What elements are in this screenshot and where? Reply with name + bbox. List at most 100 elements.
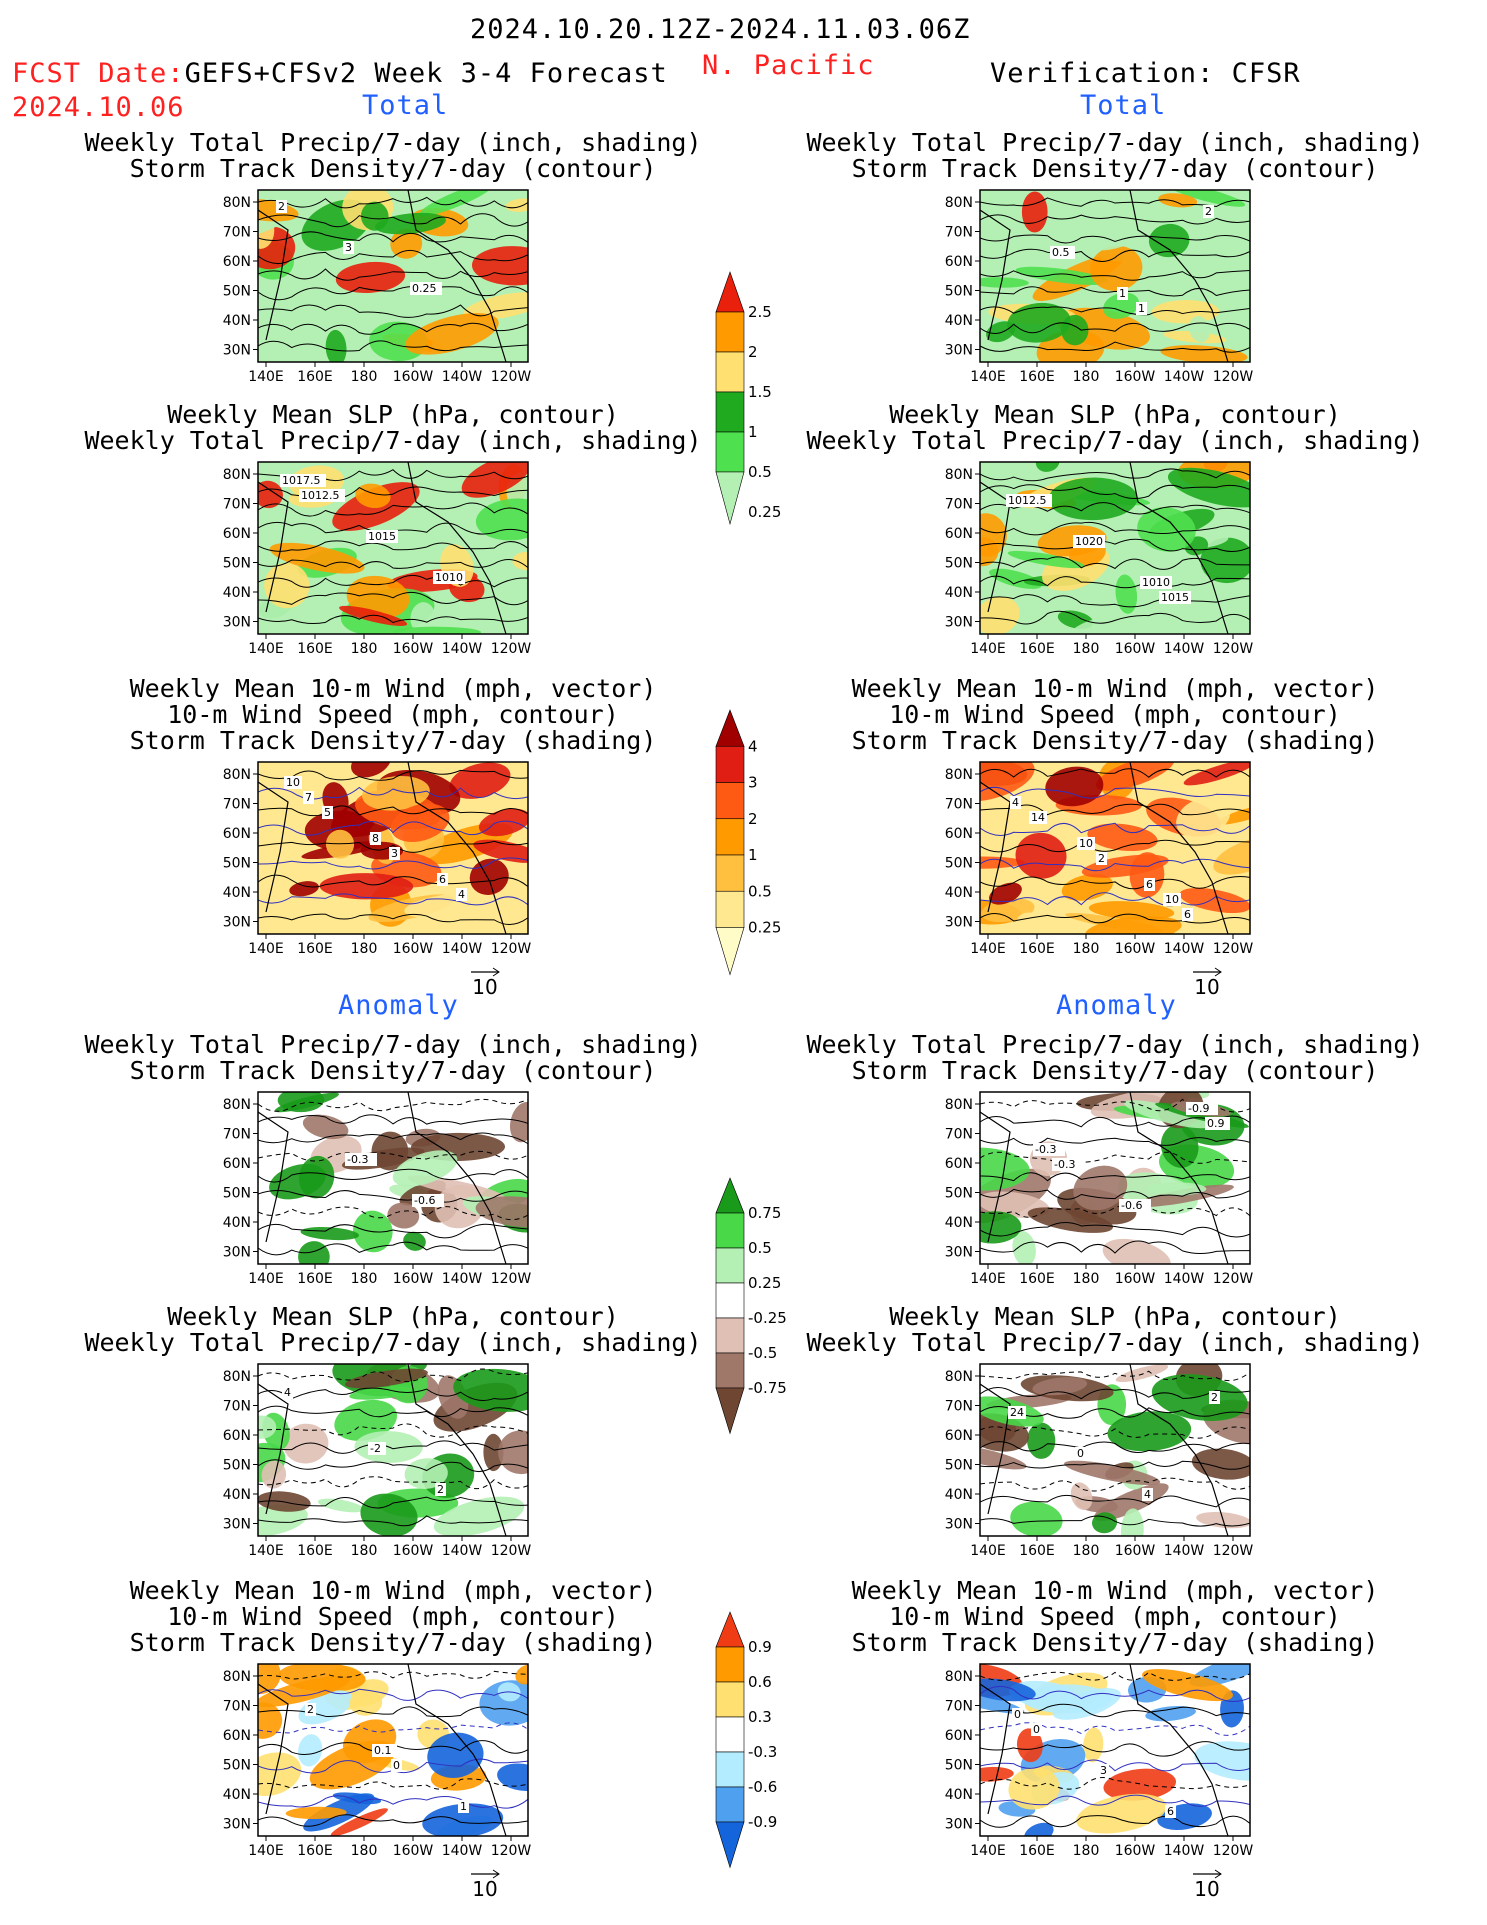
colorbar-swatch bbox=[715, 890, 745, 928]
section-anomaly-right: Anomaly bbox=[1056, 990, 1177, 1021]
map-frame bbox=[979, 189, 1251, 363]
panel-title-line: Weekly Total Precip/7-day (inch, shading… bbox=[84, 128, 702, 157]
lon-tick-label: 160E bbox=[1019, 1543, 1055, 1559]
contour-label: 0.1 bbox=[374, 1744, 392, 1757]
panel-title-line: Weekly Mean 10-m Wind (mph, vector) bbox=[129, 1576, 657, 1605]
lat-tick-label: 30N bbox=[223, 1245, 251, 1261]
panel-title-line: Weekly Mean SLP (hPa, contour) bbox=[167, 1302, 619, 1331]
lat-tick-label: 80N bbox=[945, 1369, 973, 1385]
contour-label: 2 bbox=[307, 1703, 314, 1716]
contour-label: 5 bbox=[324, 806, 331, 819]
vector-ref-value: 10 bbox=[1194, 1877, 1219, 1901]
lon-tick-label: 180 bbox=[351, 369, 378, 385]
contour-label: 1017.5 bbox=[282, 474, 321, 487]
lon-tick-label: 160E bbox=[1019, 1271, 1055, 1287]
contour-label: 1012.5 bbox=[301, 489, 340, 502]
lon-tick-label: 120W bbox=[491, 1543, 532, 1559]
lat-tick-label: 30N bbox=[945, 1517, 973, 1533]
contour-label: -0.6 bbox=[414, 1194, 435, 1207]
field-shading: 230.25 bbox=[258, 190, 528, 362]
contour-label: 1 bbox=[1138, 302, 1145, 315]
contour-label: 2 bbox=[437, 1483, 444, 1496]
lat-tick-label: 40N bbox=[945, 585, 973, 601]
panel-title-line: Weekly Mean 10-m Wind (mph, vector) bbox=[851, 1576, 1379, 1605]
lat-tick-label: 40N bbox=[223, 1215, 251, 1231]
lat-tick-label: 30N bbox=[945, 343, 973, 359]
panel-title-line: 10-m Wind Speed (mph, contour) bbox=[167, 700, 619, 729]
colorbar-label: 0.5 bbox=[748, 463, 772, 481]
lat-tick-label: 50N bbox=[223, 284, 251, 300]
lat-tick-label: 60N bbox=[945, 1728, 973, 1744]
model-label: GEFS+CFSv2 Week 3-4 Forecast bbox=[184, 58, 668, 89]
lat-tick-label: 70N bbox=[223, 1127, 251, 1143]
colorbar-label: 0.25 bbox=[748, 919, 781, 937]
contour-label: 6 bbox=[439, 873, 446, 886]
colorbar-label: 2.5 bbox=[748, 303, 772, 321]
lat-tick-label: 40N bbox=[945, 313, 973, 329]
field-shading: 120.51 bbox=[980, 190, 1250, 362]
lat-tick-label: 70N bbox=[945, 1399, 973, 1415]
lon-tick-label: 160E bbox=[1019, 369, 1055, 385]
map-panel-p2: 1012.5 1015 1010 1017.5 80N 70N 60N 50N 40N 30N 14… bbox=[223, 461, 532, 657]
lon-tick-label: 120W bbox=[491, 641, 532, 657]
contour-label: 1020 bbox=[1075, 535, 1103, 548]
lon-tick-label: 140E bbox=[970, 941, 1006, 957]
contour-label: 6 bbox=[1146, 878, 1153, 891]
lon-tick-label: 180 bbox=[1073, 641, 1100, 657]
lat-tick-label: 70N bbox=[223, 797, 251, 813]
lon-tick-label: 140W bbox=[1164, 1543, 1205, 1559]
lat-tick-label: 80N bbox=[223, 195, 251, 211]
lon-tick-label: 140E bbox=[248, 1843, 284, 1859]
lon-tick-label: 120W bbox=[1213, 1843, 1254, 1859]
contour-label: 0 bbox=[393, 1759, 400, 1772]
lon-tick-label: 120W bbox=[1213, 1271, 1254, 1287]
lat-tick-label: 40N bbox=[223, 585, 251, 601]
lon-tick-label: 140W bbox=[442, 641, 483, 657]
panel-title-line: Storm Track Density/7-day (contour) bbox=[851, 154, 1379, 183]
lon-tick-label: 140E bbox=[248, 1543, 284, 1559]
colorbar-precip-total: 2.5 2 1.5 1 0.5 0.25 bbox=[715, 271, 781, 526]
map-panel-p6: 0 1 2 0.1 80N 70N 60N 50N 40N 30N 140E 160E 180 160W 1… bbox=[223, 1663, 531, 1901]
contour-label: 1 bbox=[1119, 287, 1126, 300]
lon-tick-label: 180 bbox=[1073, 941, 1100, 957]
lat-tick-label: 60N bbox=[945, 254, 973, 270]
contour-label: 0.25 bbox=[412, 282, 437, 295]
map-panel-p10: 0.9 -0.3 -0.6 -0.9 -0.3 80N 70N 60N 50N 40N 30N 140… bbox=[945, 1091, 1254, 1287]
lon-tick-label: 140W bbox=[442, 1543, 483, 1559]
lat-tick-label: 70N bbox=[223, 497, 251, 513]
colorbar-swatch bbox=[715, 1212, 745, 1249]
colorbar-label: -0.5 bbox=[748, 1344, 777, 1362]
panel-title-line: Weekly Total Precip/7-day (inch, shading… bbox=[84, 1030, 702, 1059]
lon-tick-label: 140E bbox=[970, 369, 1006, 385]
map-panels: 230.25 80N 70N 60N 50N 40N 30N 140E 160E 180 160W 1… bbox=[223, 189, 1254, 1901]
lat-tick-label: 30N bbox=[945, 915, 973, 931]
map-panel-p5: -2 2 4 80N 70N 60N 50N 40N 30N 140E 160E 180 160W 140… bbox=[223, 1363, 532, 1559]
colorbar-label: 0.3 bbox=[748, 1708, 772, 1726]
contour-label: 1015 bbox=[368, 530, 396, 543]
contour-label: 2 bbox=[1098, 852, 1105, 865]
colorbars: 2.5 2 1.5 1 0.5 0.25 4 3 2 1 0.5 0.25 0.75 0.5 0.25 -0.… bbox=[715, 271, 787, 1869]
map-frame bbox=[257, 1091, 529, 1265]
lat-tick-label: 80N bbox=[223, 1097, 251, 1113]
lon-tick-label: 160E bbox=[297, 1543, 333, 1559]
lat-tick-label: 40N bbox=[223, 313, 251, 329]
panel-title-line: Storm Track Density/7-day (contour) bbox=[129, 154, 657, 183]
fcst-date: 2024.10.06 bbox=[12, 92, 185, 123]
panel-title-line: Weekly Mean 10-m Wind (mph, vector) bbox=[129, 674, 657, 703]
lat-tick-label: 70N bbox=[945, 797, 973, 813]
lat-tick-label: 60N bbox=[223, 526, 251, 542]
lat-tick-label: 30N bbox=[223, 615, 251, 631]
lat-tick-label: 80N bbox=[223, 1369, 251, 1385]
lat-tick-label: 40N bbox=[945, 1215, 973, 1231]
lon-tick-label: 140W bbox=[1164, 641, 1205, 657]
lat-tick-label: 70N bbox=[945, 497, 973, 513]
lon-tick-label: 160W bbox=[393, 1843, 434, 1859]
contour-label: -0.3 bbox=[347, 1153, 368, 1166]
colorbar-storm-total: 4 3 2 1 0.5 0.25 bbox=[715, 709, 781, 976]
contour-label: 4 bbox=[458, 888, 465, 901]
map-panel-p8: 1015 1012.5 1020 1010 80N 70N 60N 50N 40N 30N 140E… bbox=[945, 461, 1253, 657]
date-range: 2024.10.20.12Z-2024.11.03.06Z bbox=[470, 14, 971, 45]
lon-tick-label: 180 bbox=[1073, 369, 1100, 385]
field-shading: 0.9 -0.3 -0.6 -0.9 -0.3 bbox=[980, 1092, 1250, 1264]
